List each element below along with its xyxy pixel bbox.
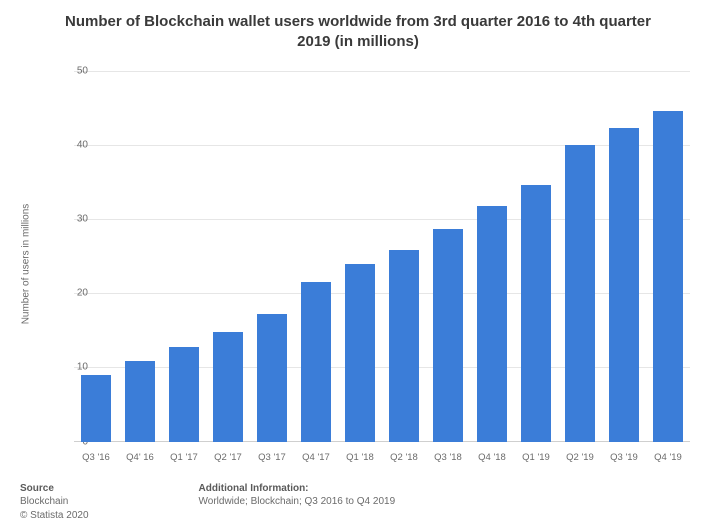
bar: [609, 128, 640, 441]
bar-slot: [74, 71, 118, 442]
bar: [213, 332, 244, 442]
x-tick-label: Q3 '19: [602, 446, 646, 470]
x-tick-label: Q2 '19: [558, 446, 602, 470]
x-axis-labels: Q3 '16Q4' 16Q1 '17Q2 '17Q3 '17Q4 '17Q1 '…: [74, 446, 690, 470]
x-tick-label: Q1 '17: [162, 446, 206, 470]
x-tick-label: Q4 '18: [470, 446, 514, 470]
y-axis-label: Number of users in millions: [21, 204, 32, 325]
bar-slot: [514, 71, 558, 442]
bar-slot: [382, 71, 426, 442]
x-tick-label: Q3 '17: [250, 446, 294, 470]
bar-slot: [162, 71, 206, 442]
x-tick-label: Q1 '18: [338, 446, 382, 470]
bar: [169, 347, 200, 442]
bar-slot: [294, 71, 338, 442]
footer-additional: Additional Information: Worldwide; Block…: [199, 482, 396, 523]
x-tick-label: Q4 '17: [294, 446, 338, 470]
additional-heading: Additional Information:: [199, 482, 396, 496]
bar-slot: [426, 71, 470, 442]
bar: [433, 229, 464, 442]
bar: [345, 264, 376, 441]
bar: [565, 145, 596, 442]
x-tick-label: Q3 '18: [426, 446, 470, 470]
chart-container: Number of Blockchain wallet users worldw…: [0, 0, 716, 532]
bar: [301, 282, 332, 442]
x-tick-label: Q3 '16: [74, 446, 118, 470]
plot-area: Number of users in millions 01020304050 …: [52, 59, 690, 470]
bar: [521, 185, 552, 442]
bar-slot: [206, 71, 250, 442]
footer-source: Source Blockchain © Statista 2020: [20, 482, 89, 523]
bar: [653, 111, 684, 442]
bar: [477, 206, 508, 442]
x-tick-label: Q1 '19: [514, 446, 558, 470]
x-tick-label: Q2 '17: [206, 446, 250, 470]
bars-group: [74, 71, 690, 442]
bar: [257, 314, 288, 442]
chart-footer: Source Blockchain © Statista 2020 Additi…: [18, 476, 698, 523]
bar-slot: [602, 71, 646, 442]
additional-text: Worldwide; Blockchain; Q3 2016 to Q4 201…: [199, 495, 396, 509]
x-tick-label: Q2 '18: [382, 446, 426, 470]
bar-slot: [470, 71, 514, 442]
bar: [81, 375, 112, 442]
bar-slot: [646, 71, 690, 442]
x-tick-label: Q4' 16: [118, 446, 162, 470]
chart-title: Number of Blockchain wallet users worldw…: [18, 12, 698, 59]
copyright: © Statista 2020: [20, 509, 89, 523]
bar-slot: [250, 71, 294, 442]
source-heading: Source: [20, 482, 89, 496]
bar-slot: [558, 71, 602, 442]
bar-slot: [118, 71, 162, 442]
bar: [389, 250, 420, 441]
x-tick-label: Q4 '19: [646, 446, 690, 470]
bar: [125, 361, 156, 442]
bar-slot: [338, 71, 382, 442]
source-name: Blockchain: [20, 495, 89, 509]
